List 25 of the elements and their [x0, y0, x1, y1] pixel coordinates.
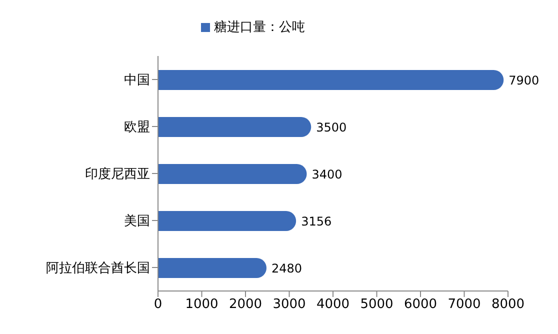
y-tick-label: 阿拉伯联合酋长国	[46, 261, 150, 276]
x-tick-label: 8000	[491, 297, 525, 312]
x-tick-label: 3000	[272, 297, 306, 312]
y-tick-label: 印度尼西亚	[85, 166, 150, 182]
y-tick-label: 中国	[124, 73, 150, 88]
legend-label: 糖进口量：公吨	[214, 20, 305, 35]
data-label: 7900	[508, 73, 540, 88]
x-tick-label: 0	[154, 297, 162, 312]
x-tick-label: 6000	[404, 297, 438, 312]
bar	[158, 258, 266, 278]
bar	[158, 164, 307, 184]
data-label: 3156	[301, 214, 332, 228]
data-label: 3500	[316, 120, 347, 134]
x-tick-label: 2000	[228, 297, 262, 312]
x-tick-label: 1000	[185, 297, 218, 312]
x-tick-label: 5000	[360, 297, 394, 312]
bar	[158, 117, 312, 137]
x-tick-label: 7000	[448, 297, 481, 312]
data-label: 2480	[272, 261, 302, 276]
x-tick-label: 4000	[316, 297, 350, 312]
data-label: 3400	[312, 167, 342, 182]
bar	[158, 70, 504, 90]
y-tick-label: 欧盟	[124, 120, 150, 136]
bar	[158, 211, 296, 231]
y-tick-label: 美国	[124, 213, 150, 230]
